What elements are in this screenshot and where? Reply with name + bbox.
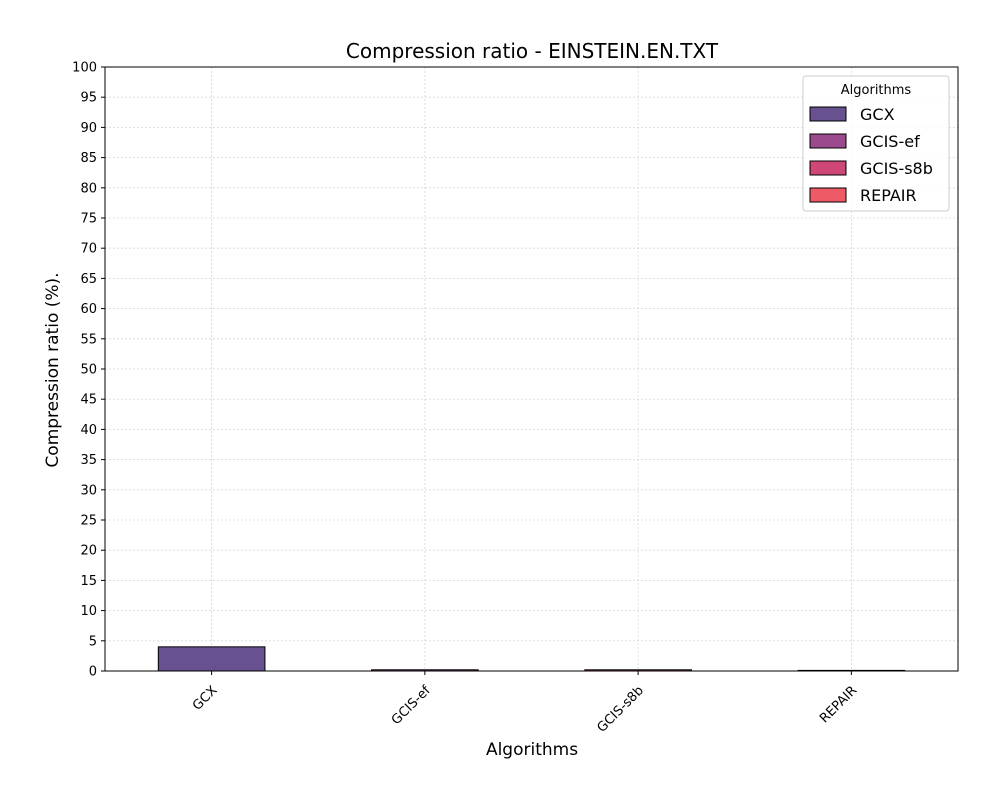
- x-tick-label: GCX: [190, 683, 221, 714]
- y-tick-label: 20: [80, 544, 97, 559]
- legend-label: GCIS-s8b: [860, 159, 933, 178]
- y-tick-label: 65: [80, 272, 97, 287]
- y-axis-ticks: 0 5 10 15 20 25 30 35 40 45 50 55 60 65 70 75 80 85 90 95 10…: [72, 61, 105, 680]
- legend-swatch: [809, 187, 847, 203]
- legend-swatch: [809, 160, 847, 176]
- legend-label: REPAIR: [860, 186, 917, 205]
- y-tick-label: 70: [80, 242, 97, 257]
- legend: Algorithms GCX GCIS-ef GCIS-s8b REPAIR: [802, 75, 950, 212]
- y-tick-label: 75: [80, 212, 97, 227]
- y-tick-label: 60: [80, 302, 97, 317]
- legend-swatch: [809, 133, 847, 149]
- y-tick-label: 5: [89, 634, 97, 649]
- legend-label: GCIS-ef: [860, 132, 920, 151]
- y-tick-label: 30: [80, 483, 97, 498]
- y-tick-label: 15: [80, 574, 97, 589]
- y-tick-label: 50: [80, 363, 97, 378]
- legend-title: Algorithms: [841, 83, 912, 98]
- x-tick-label: GCIS-ef: [389, 683, 434, 728]
- y-tick-label: 25: [80, 514, 97, 529]
- y-tick-label: 40: [80, 423, 97, 438]
- x-axis-ticks: GCX GCIS-ef GCIS-s8b REPAIR: [190, 671, 860, 736]
- y-tick-label: 85: [80, 151, 97, 166]
- legend-label: GCX: [860, 105, 895, 124]
- x-axis-label: Algorithms: [486, 740, 578, 760]
- y-tick-label: 80: [80, 181, 97, 196]
- x-tick-label: REPAIR: [817, 683, 860, 726]
- legend-swatch: [809, 106, 847, 122]
- y-tick-label: 35: [80, 453, 97, 468]
- y-tick-label: 95: [80, 91, 97, 106]
- y-axis-label: Compression ratio (%).: [43, 272, 63, 467]
- y-tick-label: 90: [80, 121, 97, 136]
- bar-gcx: [157, 646, 266, 672]
- legend-entries: GCX GCIS-ef GCIS-s8b REPAIR: [809, 105, 933, 205]
- y-tick-label: 0: [89, 665, 97, 680]
- y-tick-label: 55: [80, 332, 97, 347]
- chart-title: Compression ratio - EINSTEIN.EN.TXT: [346, 39, 719, 63]
- x-tick-label: GCIS-s8b: [594, 683, 646, 735]
- y-tick-label: 100: [72, 61, 97, 76]
- y-tick-label: 45: [80, 393, 97, 408]
- y-tick-label: 10: [80, 604, 97, 619]
- bar-layer: [157, 646, 906, 672]
